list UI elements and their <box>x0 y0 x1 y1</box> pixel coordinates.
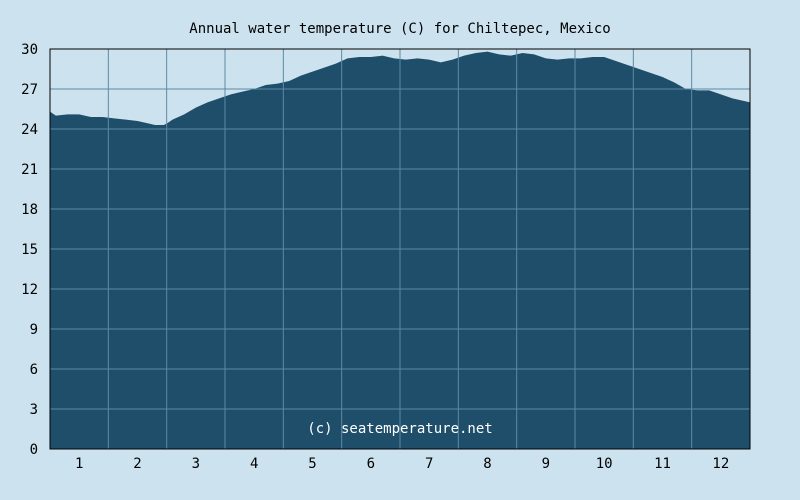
chart-title: Annual water temperature (C) for Chiltep… <box>189 21 610 37</box>
x-tick-label: 2 <box>133 456 141 472</box>
y-tick-label: 9 <box>30 322 38 338</box>
y-tick-label: 18 <box>21 202 38 218</box>
x-tick-label: 11 <box>654 456 671 472</box>
plot-frame <box>49 48 751 450</box>
x-tick-label: 12 <box>712 456 729 472</box>
y-tick-label: 6 <box>30 362 38 378</box>
grid-lines <box>50 48 750 450</box>
x-tick-label: 10 <box>596 456 613 472</box>
x-tick-label: 6 <box>367 456 375 472</box>
y-tick-label: 24 <box>21 122 38 138</box>
y-tick-label: 15 <box>21 242 38 258</box>
x-tick-label: 9 <box>542 456 550 472</box>
y-tick-label: 12 <box>21 282 38 298</box>
x-tick-label: 3 <box>192 456 200 472</box>
x-tick-label: 8 <box>483 456 491 472</box>
y-axis: 0 3 6 9 12 15 18 21 24 27 30 <box>21 42 38 458</box>
x-tick-label: 4 <box>250 456 258 472</box>
y-tick-label: 0 <box>30 442 38 458</box>
x-tick-label: 5 <box>308 456 316 472</box>
y-tick-label: 3 <box>30 402 38 418</box>
y-tick-label: 21 <box>21 162 38 178</box>
watermark: (c) seatemperature.net <box>307 421 492 437</box>
x-tick-label: 1 <box>75 456 83 472</box>
x-tick-label: 7 <box>425 456 433 472</box>
x-axis: 1 2 3 4 5 6 7 8 9 10 11 12 <box>75 456 729 472</box>
y-tick-label: 27 <box>21 82 38 98</box>
y-tick-label: 30 <box>21 42 38 58</box>
